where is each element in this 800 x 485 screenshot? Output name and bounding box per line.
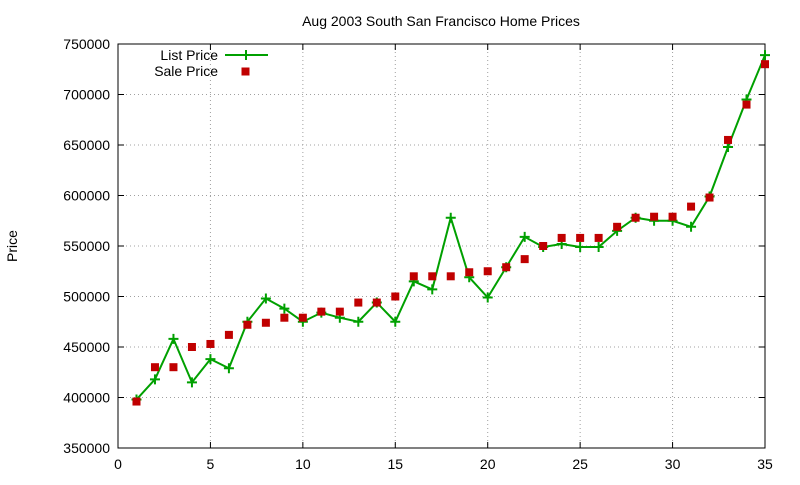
list-price-point xyxy=(427,284,438,295)
sale-price-point xyxy=(465,268,474,277)
sale-price-point xyxy=(705,193,714,202)
sale-price-point xyxy=(576,233,585,242)
y-tick-label: 650000 xyxy=(63,137,110,153)
x-tick-label: 30 xyxy=(665,456,681,472)
x-tick-label: 15 xyxy=(387,456,403,472)
y-tick-label: 400000 xyxy=(63,390,110,406)
series xyxy=(131,50,770,406)
sale-price-point xyxy=(298,313,307,322)
sale-price-point xyxy=(409,272,418,281)
sale-price-point xyxy=(557,233,566,242)
x-tick-label: 5 xyxy=(207,456,215,472)
axis-ticks xyxy=(117,43,766,449)
x-tick-label: 0 xyxy=(114,456,122,472)
y-tick-label: 350000 xyxy=(63,440,110,456)
list-price-point xyxy=(186,377,197,388)
grid xyxy=(118,44,765,448)
sale-price-point xyxy=(335,307,344,316)
sale-price-point xyxy=(150,363,159,372)
sale-price-point xyxy=(650,212,659,221)
sale-price-point xyxy=(742,100,751,109)
y-tick-label: 550000 xyxy=(63,238,110,254)
list-price-point xyxy=(205,354,216,365)
list-price-point xyxy=(686,221,697,232)
list-price-point xyxy=(279,303,290,314)
sale-price-point xyxy=(520,255,529,264)
sale-price-point xyxy=(483,267,492,276)
x-tick-label: 25 xyxy=(572,456,588,472)
list-price-point xyxy=(593,242,604,253)
list-price-point xyxy=(168,333,179,344)
chart-title: Aug 2003 South San Francisco Home Prices xyxy=(302,13,580,29)
sale-price-point xyxy=(206,339,215,348)
sale-price-point xyxy=(539,242,548,250)
y-tick-label: 450000 xyxy=(63,339,110,355)
sale-price-point xyxy=(761,60,769,69)
sale-price-point xyxy=(668,212,677,221)
list-price-point xyxy=(260,293,271,304)
tick-labels: 0 5 10 15 20 25 30 35 350000 400000 450000 500000 55… xyxy=(63,36,773,472)
sale-price-point xyxy=(317,307,326,316)
legend-label-list-price: List Price xyxy=(160,47,218,63)
x-tick-label: 20 xyxy=(480,456,496,472)
sale-price-point xyxy=(428,272,437,281)
legend-marker-sale-price xyxy=(241,67,250,76)
sale-price-point xyxy=(724,135,733,144)
sale-price-point xyxy=(391,292,400,301)
sale-price-point xyxy=(187,343,196,351)
legend-marker-list-price xyxy=(241,50,251,60)
y-tick-label: 600000 xyxy=(63,188,110,204)
plot-border xyxy=(117,43,766,449)
y-tick-label: 700000 xyxy=(63,87,110,103)
sale-price-point xyxy=(502,263,511,272)
sale-price-point xyxy=(613,222,622,231)
sale-price-point xyxy=(594,233,603,242)
sale-price-point xyxy=(132,397,141,406)
list-price-point xyxy=(575,242,586,253)
sale-price-point xyxy=(224,330,233,339)
sale-price-point xyxy=(169,363,178,372)
sale-price-point xyxy=(631,213,640,222)
list-price-point xyxy=(482,292,493,303)
sale-price-point xyxy=(243,320,252,329)
list-price-point xyxy=(445,212,456,223)
sale-price-point xyxy=(372,298,381,307)
y-tick-label: 750000 xyxy=(63,36,110,52)
sale-price-point xyxy=(261,318,270,327)
legend-label-sale-price: Sale Price xyxy=(154,63,218,79)
list-price-point xyxy=(760,50,770,61)
x-tick-label: 10 xyxy=(295,456,311,472)
y-tick-label: 500000 xyxy=(63,289,110,305)
list-price-point xyxy=(353,316,364,327)
x-tick-label: 35 xyxy=(757,456,773,472)
legend: List Price Sale Price xyxy=(154,47,268,79)
sale-price-point xyxy=(687,202,696,211)
list-price-point xyxy=(390,316,401,327)
list-price-line xyxy=(135,54,766,401)
sale-price-point xyxy=(446,272,455,281)
list-price-point xyxy=(223,363,234,374)
list-price-point xyxy=(149,374,160,385)
sale-price-point xyxy=(280,313,289,322)
list-price-point xyxy=(519,231,530,242)
y-axis-label: Price xyxy=(4,230,20,262)
sale-price-point xyxy=(354,298,363,307)
